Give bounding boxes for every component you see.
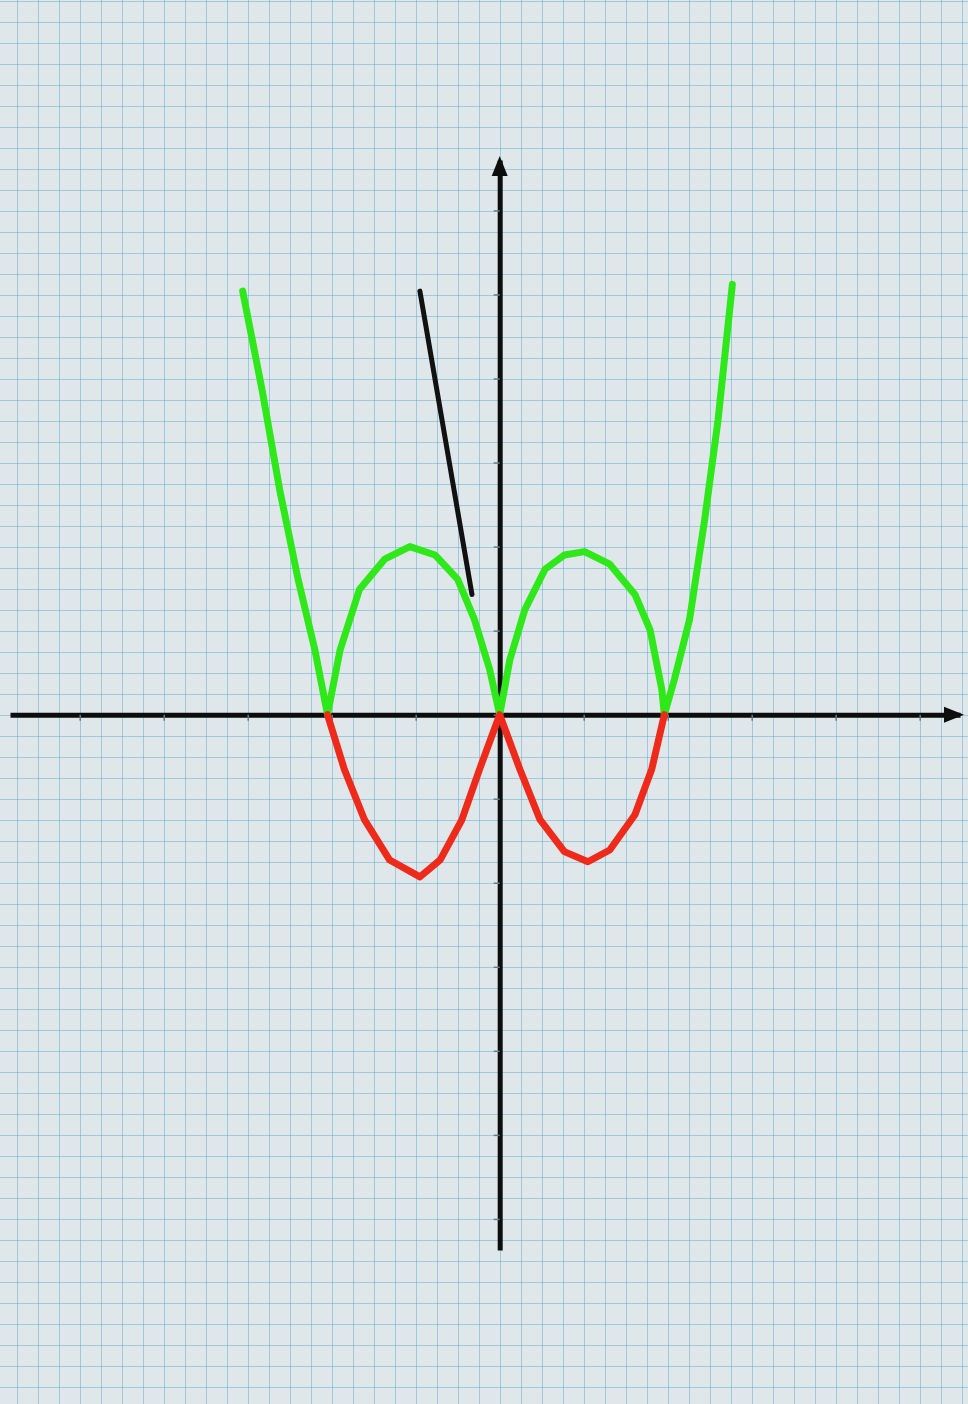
tick [494, 463, 500, 464]
tick-mark [919, 715, 921, 721]
tick-mark [494, 882, 500, 884]
tick [416, 715, 417, 721]
tick [494, 547, 500, 548]
tick [494, 379, 500, 380]
x-arrow [944, 707, 964, 723]
tick [836, 715, 837, 721]
tick-mark [494, 798, 500, 800]
tick [494, 210, 500, 211]
tick [164, 715, 165, 721]
tick [752, 715, 753, 721]
tick-mark [247, 715, 249, 721]
tick [584, 715, 585, 721]
tick-mark [751, 715, 753, 721]
tick-mark [494, 967, 500, 969]
y-arrow [492, 156, 508, 176]
tick [494, 1135, 500, 1136]
curve [420, 291, 472, 594]
tick [494, 1051, 500, 1052]
tick-mark [415, 715, 417, 721]
tick-mark [494, 1051, 500, 1053]
x-axis [11, 715, 961, 721]
tick [494, 294, 500, 295]
tick [668, 715, 669, 721]
tick [494, 799, 500, 800]
tick-mark [494, 378, 500, 380]
tick [248, 715, 249, 721]
tick-mark [79, 715, 81, 721]
tick-mark [494, 294, 500, 296]
tick-mark [494, 630, 500, 632]
tick [494, 967, 500, 968]
tick-mark [835, 715, 837, 721]
plot-area [243, 284, 733, 876]
tick-mark [583, 715, 585, 721]
tick [494, 1219, 500, 1220]
tick [920, 715, 921, 721]
curve [243, 284, 733, 714]
tick [494, 631, 500, 632]
tick-mark [494, 210, 500, 212]
curve [328, 715, 665, 877]
tick [80, 715, 81, 721]
chart [0, 0, 968, 1404]
tick [494, 883, 500, 884]
tick-mark [494, 462, 500, 464]
tick-mark [494, 546, 500, 548]
tick-mark [494, 1219, 500, 1221]
tick-mark [494, 1135, 500, 1137]
axis-line [11, 713, 961, 718]
tick-mark [163, 715, 165, 721]
